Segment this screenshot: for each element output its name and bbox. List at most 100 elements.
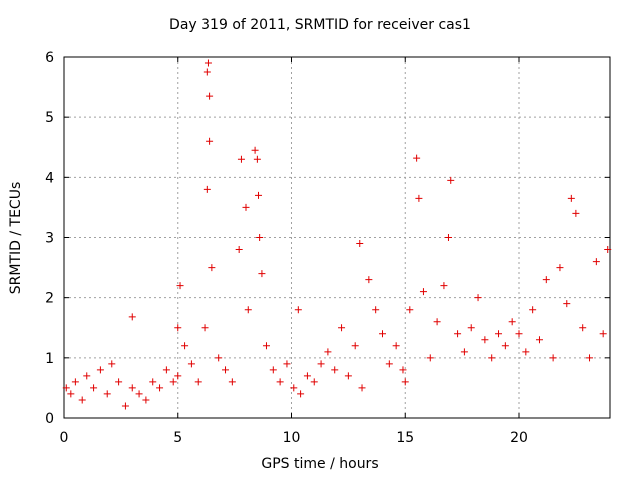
y-tick-label: 3 — [45, 231, 54, 247]
data-points — [62, 59, 612, 410]
data-point — [474, 294, 482, 302]
data-point — [203, 185, 211, 193]
data-point — [269, 366, 277, 374]
data-point — [413, 154, 421, 162]
data-point — [103, 390, 111, 398]
data-point — [567, 194, 575, 202]
data-point — [415, 194, 423, 202]
data-point — [508, 318, 516, 326]
data-point — [488, 354, 496, 362]
x-tick-label: 10 — [283, 430, 301, 446]
data-point — [599, 330, 607, 338]
data-point — [194, 378, 202, 386]
data-point — [206, 92, 214, 100]
data-point — [169, 378, 177, 386]
data-point — [433, 318, 441, 326]
data-point — [317, 360, 325, 368]
data-point — [481, 336, 489, 344]
data-point — [351, 342, 359, 350]
y-axis-label: SRMTID / TECUs — [8, 181, 24, 295]
data-point — [592, 258, 600, 266]
data-point — [294, 306, 302, 314]
data-point — [135, 390, 143, 398]
data-point — [586, 354, 594, 362]
data-point — [156, 384, 164, 392]
data-point — [128, 313, 136, 321]
x-axis-label: GPS time / hours — [261, 456, 379, 472]
y-tick-label: 0 — [45, 411, 54, 427]
x-tick-label: 5 — [173, 430, 182, 446]
data-point — [96, 366, 104, 374]
data-point — [187, 360, 195, 368]
data-point — [142, 396, 150, 404]
data-point — [501, 342, 509, 350]
grid-lines — [64, 57, 610, 418]
data-point — [242, 203, 250, 211]
data-point — [447, 176, 455, 184]
x-tick-label: 20 — [510, 430, 528, 446]
data-point — [215, 354, 223, 362]
data-point — [204, 59, 212, 67]
data-point — [208, 264, 216, 272]
data-point — [283, 360, 291, 368]
y-tick-label: 5 — [45, 110, 54, 126]
data-point — [419, 288, 427, 296]
data-point — [604, 246, 612, 254]
x-tick-label: 15 — [396, 430, 414, 446]
data-point — [444, 234, 452, 241]
data-point — [401, 378, 409, 386]
data-point — [542, 276, 550, 284]
data-point — [290, 384, 298, 392]
data-point — [467, 324, 475, 332]
data-point — [365, 276, 373, 284]
data-point — [262, 342, 270, 350]
data-point — [78, 396, 86, 404]
data-point — [235, 246, 243, 254]
data-point — [379, 330, 386, 338]
data-point — [338, 324, 346, 332]
data-point — [563, 300, 571, 308]
data-point — [71, 378, 79, 386]
data-point — [344, 372, 352, 380]
data-point — [276, 378, 284, 386]
data-point — [83, 372, 91, 380]
data-point — [115, 378, 123, 386]
data-point — [385, 360, 393, 368]
data-point — [303, 372, 311, 380]
y-tick-label: 4 — [45, 170, 54, 186]
data-point — [454, 330, 462, 338]
data-point — [62, 384, 70, 392]
data-point — [108, 360, 116, 368]
data-point — [535, 336, 543, 344]
data-point — [181, 342, 189, 350]
data-point — [310, 378, 318, 386]
data-point — [128, 384, 136, 392]
chart-title: Day 319 of 2011, SRMTID for receiver cas… — [169, 17, 471, 33]
data-point — [255, 191, 263, 199]
data-point — [228, 378, 236, 386]
data-point — [522, 348, 530, 356]
data-point — [222, 366, 230, 374]
data-point — [90, 384, 98, 392]
data-point — [358, 384, 366, 392]
data-point — [331, 366, 339, 374]
data-point — [67, 390, 75, 398]
data-point — [176, 282, 184, 290]
data-point — [203, 68, 211, 76]
data-point — [324, 348, 332, 356]
data-point — [201, 324, 209, 332]
data-point — [356, 240, 364, 248]
data-point — [406, 306, 414, 314]
data-point — [149, 378, 157, 386]
data-point — [174, 372, 182, 380]
data-point — [460, 348, 468, 356]
data-point — [572, 209, 580, 217]
data-point — [251, 146, 259, 154]
data-point — [549, 354, 557, 362]
data-point — [121, 402, 129, 410]
data-point — [206, 137, 214, 145]
data-point — [372, 306, 380, 314]
data-point — [399, 366, 407, 374]
data-point — [174, 324, 182, 332]
